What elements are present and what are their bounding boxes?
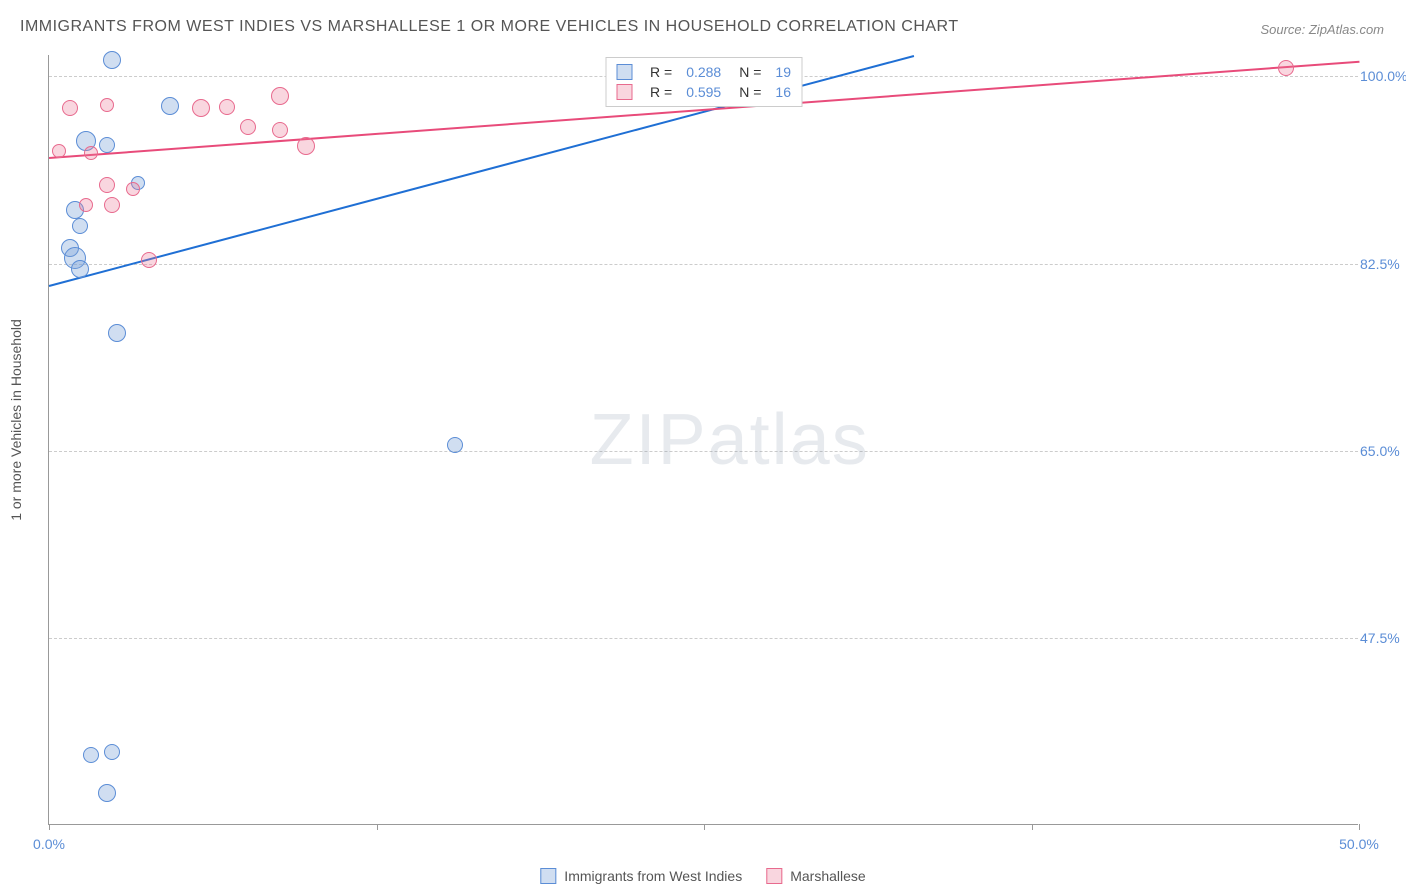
data-point-marshallese xyxy=(192,99,210,117)
gridline xyxy=(49,451,1358,452)
source-attribution: Source: ZipAtlas.com xyxy=(1260,22,1384,37)
legend-row-series-1: R = 0.288 N = 19 xyxy=(616,62,791,82)
series-legend: Immigrants from West Indies Marshallese xyxy=(540,868,865,884)
data-point-marshallese xyxy=(271,87,289,105)
data-point-marshallese xyxy=(84,146,98,160)
data-point-marshallese xyxy=(100,98,114,112)
r-label: R = xyxy=(650,64,672,80)
r-value-1: 0.288 xyxy=(686,64,721,80)
data-point-marshallese xyxy=(240,119,256,135)
data-point-west_indies xyxy=(99,137,115,153)
legend-row-series-2: R = 0.595 N = 16 xyxy=(616,82,791,102)
r-label: R = xyxy=(650,84,672,100)
data-point-marshallese xyxy=(99,177,115,193)
watermark: ZIPatlas xyxy=(590,399,870,481)
x-tick xyxy=(1032,824,1033,830)
data-point-marshallese xyxy=(272,122,288,138)
data-point-west_indies xyxy=(72,218,88,234)
data-point-marshallese xyxy=(1278,60,1294,76)
legend-swatch-2 xyxy=(616,84,632,100)
x-tick xyxy=(704,824,705,830)
gridline xyxy=(49,264,1358,265)
data-point-west_indies xyxy=(161,97,179,115)
data-point-west_indies xyxy=(83,747,99,763)
x-tick-label: 0.0% xyxy=(33,836,65,852)
chart-plot-area: R = 0.288 N = 19 R = 0.595 N = 16 ZIPatl… xyxy=(48,55,1358,825)
correlation-legend: R = 0.288 N = 19 R = 0.595 N = 16 xyxy=(605,57,802,107)
legend-label-1: Immigrants from West Indies xyxy=(564,868,742,884)
r-value-2: 0.595 xyxy=(686,84,721,100)
legend-swatch-icon xyxy=(766,868,782,884)
legend-item-2: Marshallese xyxy=(766,868,865,884)
x-tick xyxy=(1359,824,1360,830)
y-tick-label: 47.5% xyxy=(1360,630,1406,646)
data-point-marshallese xyxy=(219,99,235,115)
legend-item-1: Immigrants from West Indies xyxy=(540,868,742,884)
n-label: N = xyxy=(739,64,761,80)
y-tick-label: 100.0% xyxy=(1360,68,1406,84)
data-point-marshallese xyxy=(52,144,66,158)
x-tick-label: 50.0% xyxy=(1339,836,1379,852)
y-tick-label: 65.0% xyxy=(1360,443,1406,459)
data-point-west_indies xyxy=(447,437,463,453)
data-point-west_indies xyxy=(103,51,121,69)
data-point-west_indies xyxy=(104,744,120,760)
legend-swatch-icon xyxy=(540,868,556,884)
legend-swatch-1 xyxy=(616,64,632,80)
data-point-marshallese xyxy=(297,137,315,155)
n-value-1: 19 xyxy=(775,64,791,80)
data-point-marshallese xyxy=(141,252,157,268)
n-label: N = xyxy=(739,84,761,100)
y-axis-label: 1 or more Vehicles in Household xyxy=(8,319,24,521)
data-point-west_indies xyxy=(98,784,116,802)
data-point-west_indies xyxy=(71,260,89,278)
legend-label-2: Marshallese xyxy=(790,868,865,884)
data-point-marshallese xyxy=(79,198,93,212)
data-point-marshallese xyxy=(62,100,78,116)
n-value-2: 16 xyxy=(775,84,791,100)
data-point-marshallese xyxy=(104,197,120,213)
x-tick xyxy=(49,824,50,830)
gridline xyxy=(49,638,1358,639)
data-point-marshallese xyxy=(126,182,140,196)
data-point-west_indies xyxy=(108,324,126,342)
y-tick-label: 82.5% xyxy=(1360,256,1406,272)
x-tick xyxy=(377,824,378,830)
chart-title: IMMIGRANTS FROM WEST INDIES VS MARSHALLE… xyxy=(20,18,959,36)
